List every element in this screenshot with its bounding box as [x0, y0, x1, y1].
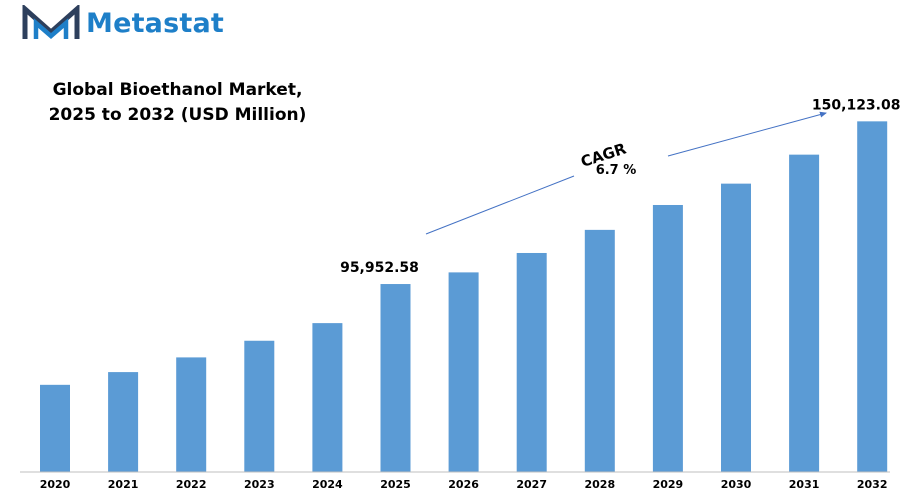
x-tick-label-2021: 2021 [108, 478, 139, 491]
bar-2032 [857, 121, 888, 472]
x-tick-label-2031: 2031 [789, 478, 820, 491]
x-tick-label-2032: 2032 [857, 478, 888, 491]
bar-2028 [584, 229, 615, 472]
bar-2025 [380, 284, 411, 472]
x-tick-label-2024: 2024 [312, 478, 343, 491]
bar-2031 [789, 154, 820, 472]
x-tick-label-2030: 2030 [721, 478, 752, 491]
metastat-m-logo-icon [22, 5, 80, 39]
x-tick-label-2026: 2026 [448, 478, 479, 491]
bar-2021 [108, 372, 139, 472]
data-label-2025: 95,952.58 [340, 260, 419, 276]
x-tick-label-2023: 2023 [244, 478, 275, 491]
bar-2026 [448, 272, 479, 472]
x-tick-label-2027: 2027 [516, 478, 547, 491]
chart-title: Global Bioethanol Market, 2025 to 2032 (… [0, 78, 355, 128]
cagr-arrow-line-right [667, 111, 827, 157]
data-label-2032: 150,123.08 [812, 97, 901, 113]
x-tick-label-2020: 2020 [40, 478, 71, 491]
x-tick-label-2022: 2022 [176, 478, 207, 491]
bar-2020 [40, 384, 70, 472]
cagr-value: 6.7 % [596, 163, 637, 178]
bar-2023 [244, 340, 275, 472]
brand-name: Metastat [86, 7, 225, 39]
brand-logo: Metastat [22, 4, 224, 42]
bar-2029 [652, 204, 683, 472]
bar-2022 [176, 357, 207, 472]
bar-2024 [312, 323, 343, 472]
bar-2030 [721, 183, 751, 472]
x-tick-label-2025: 2025 [380, 478, 411, 491]
x-tick-label-2028: 2028 [584, 478, 615, 491]
chart-title-line-1: Global Bioethanol Market, [52, 80, 303, 100]
bar-2027 [516, 252, 547, 472]
chart-title-line-2: 2025 to 2032 (USD Million) [48, 105, 307, 125]
x-tick-label-2029: 2029 [653, 478, 684, 491]
cagr-arrow-line-left [425, 175, 575, 235]
